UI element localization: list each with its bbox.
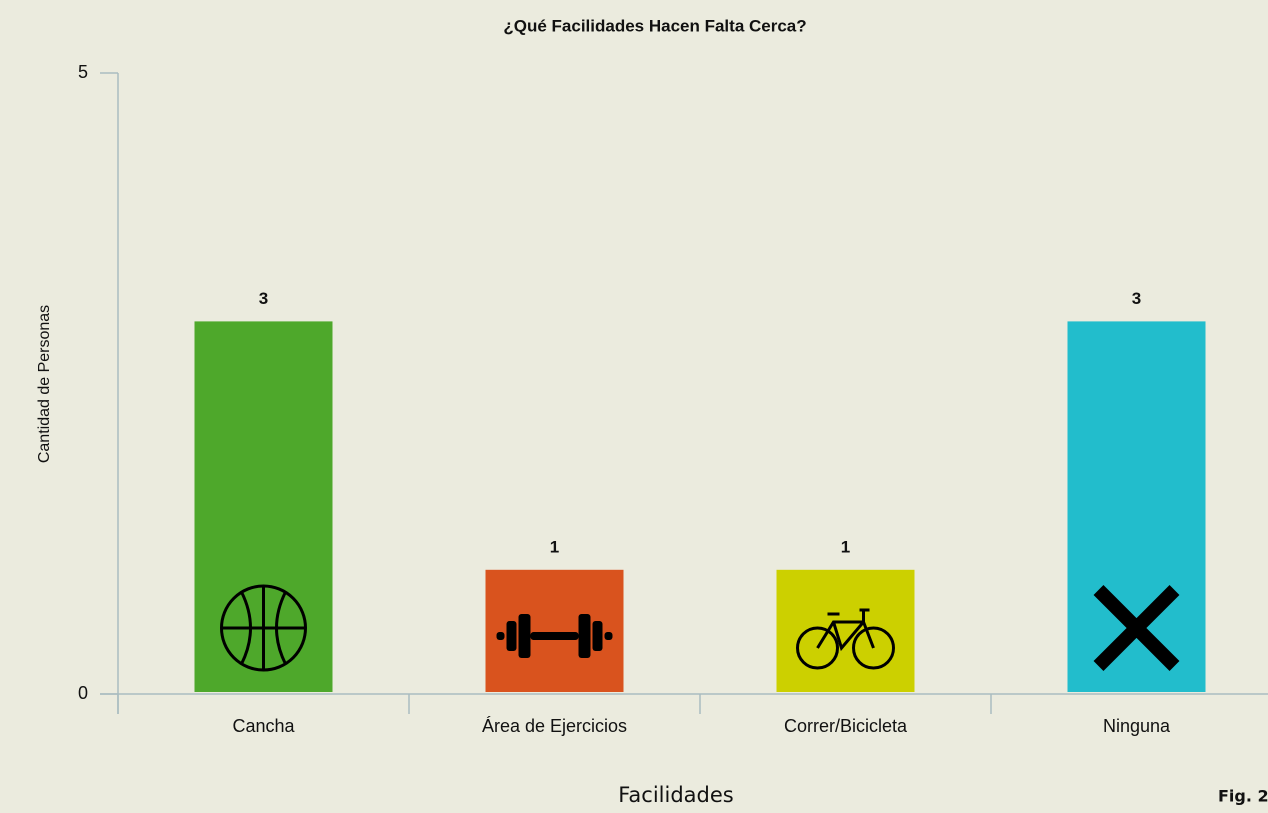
bar-icon <box>1093 585 1180 671</box>
icon-part <box>496 632 505 640</box>
icon-part <box>816 608 875 652</box>
bar-icon <box>496 614 613 658</box>
x-tick-label: Cancha <box>232 716 295 736</box>
bar <box>776 569 915 692</box>
value-label: 1 <box>550 537 559 556</box>
icon-part <box>240 591 287 665</box>
value-label: 3 <box>1132 289 1141 308</box>
x-axis-label: Facilidades <box>618 783 733 807</box>
value-label: 1 <box>841 537 850 556</box>
x-tick-label: Ninguna <box>1103 716 1171 736</box>
icon-part <box>604 632 613 640</box>
icon-part <box>578 614 591 658</box>
x-tick-label: Correr/Bicicleta <box>784 716 908 736</box>
x-tick-label: Área de Ejercicios <box>482 716 627 736</box>
y-tick-label: 5 <box>78 62 88 82</box>
icon-part <box>852 626 895 670</box>
icon-part <box>530 632 579 640</box>
icon-part <box>592 621 603 651</box>
value-label: 3 <box>259 289 268 308</box>
bar-icon <box>796 608 895 670</box>
bar-icon <box>220 584 307 672</box>
bar <box>485 569 624 692</box>
icon-part <box>1093 585 1180 671</box>
figure-label: Fig. 2 <box>1218 787 1268 806</box>
icon-part <box>506 621 517 651</box>
y-tick-label: 0 <box>78 683 88 703</box>
chart-title: ¿Qué Facilidades Hacen Falta Cerca? <box>503 16 806 35</box>
icon-part <box>796 626 839 670</box>
icon-part <box>518 614 531 658</box>
y-axis-label: Cantidad de Personas <box>36 305 53 463</box>
